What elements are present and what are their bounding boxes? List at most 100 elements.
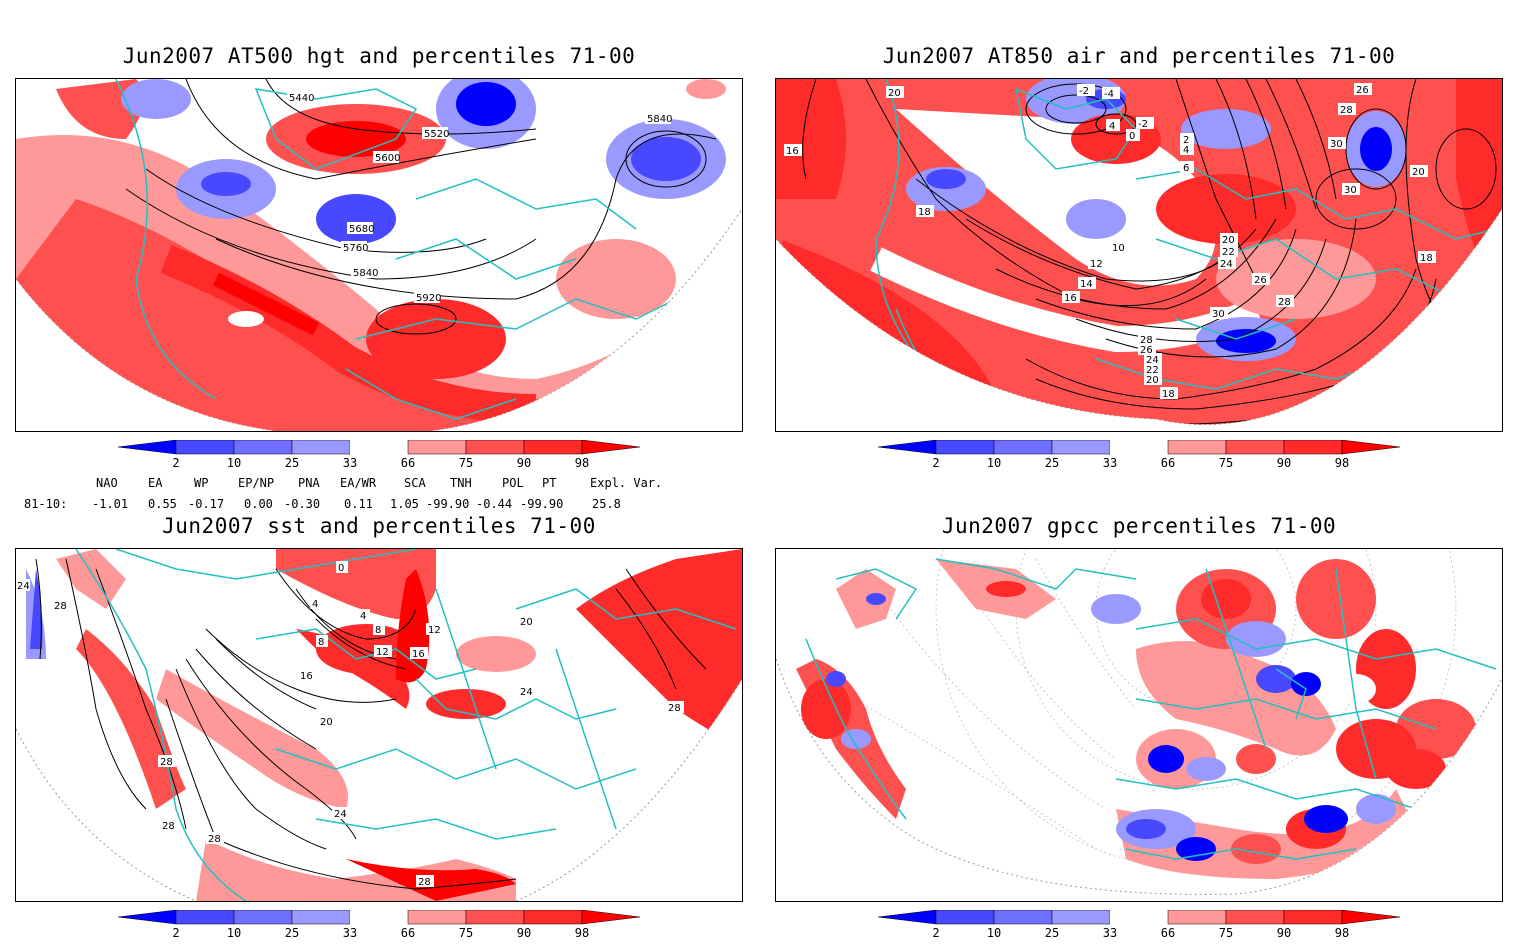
contour-label: 20 [888, 88, 901, 99]
index-value-tnh: -99.90 [426, 497, 470, 511]
map-sst: 24 28 28 16 20 24 28 28 28 4 8 12 0 4 8 … [16, 549, 742, 901]
contour-label: 8 [375, 625, 381, 636]
index-value-sca: 1.05 [390, 497, 419, 511]
contour-label: 18 [1420, 253, 1433, 264]
colorbar-tick: 98 [574, 926, 590, 940]
index-value-pna: -0.30 [284, 497, 321, 511]
contour-label: 28 [162, 821, 175, 832]
index-value-eawr: 0.11 [344, 497, 373, 511]
colorbar-1-scale [118, 440, 641, 455]
contour-label: -2 [1079, 86, 1089, 97]
contour-label: 4 [360, 611, 366, 622]
colorbar-tick: 75 [1218, 456, 1234, 470]
contour-label: 24 [520, 687, 533, 698]
panel-title-4: Jun2007 gpcc percentiles 71-00 [941, 514, 1337, 538]
index-header-ea: EA [148, 476, 163, 490]
contour-label: 20 [320, 717, 333, 728]
contour-label: 28 [668, 703, 681, 714]
index-header-sca: SCA [404, 476, 426, 490]
contour-label: 26 [1356, 85, 1369, 96]
colorbar-tick: 98 [1334, 926, 1350, 940]
colorbar-tick: 25 [284, 456, 300, 470]
colorbar-4-scale [878, 910, 1401, 925]
contour-label: 20 [1146, 375, 1159, 386]
contour-label: 22 [1222, 247, 1235, 258]
panel-title-3: Jun2007 sst and percentiles 71-00 [162, 514, 596, 538]
contour-label: 5600 [375, 153, 400, 164]
colorbar-tick: 33 [342, 456, 358, 470]
contour-label: 12 [376, 647, 389, 658]
contour-label: 16 [1064, 293, 1077, 304]
index-header-wp: WP [194, 476, 209, 490]
contour-label: 24 [334, 809, 347, 820]
colorbar-tick: 10 [986, 926, 1002, 940]
index-header-eawr: EA/WR [340, 476, 377, 490]
contour-label: 24 [1220, 259, 1233, 270]
colorbar-tick: 25 [284, 926, 300, 940]
colorbar-2-scale [878, 440, 1401, 455]
contour-label: 28 [1278, 297, 1291, 308]
index-value-explvar: 25.8 [592, 497, 621, 511]
contour-label: 30 [1212, 309, 1225, 320]
colorbar-tick: 10 [986, 456, 1002, 470]
colorbar-tick: 66 [400, 456, 416, 470]
contour-label: 30 [1344, 185, 1357, 196]
colorbar-tick: 75 [458, 456, 474, 470]
contour-label: -4 [1104, 89, 1114, 100]
index-header-tnh: TNH [450, 476, 472, 490]
contour-label: 12 [1090, 259, 1103, 270]
contour-label: 18 [1162, 389, 1175, 400]
panel-title-2: Jun2007 AT850 air and percentiles 71-00 [882, 44, 1396, 68]
colorbar-2: 2 10 25 33 66 75 90 98 [878, 440, 1408, 480]
contour-label: 28 [208, 834, 221, 845]
index-value-nao: -1.01 [92, 497, 129, 511]
colorbar-3-scale [118, 910, 641, 925]
index-header-explvar: Expl. Var. [590, 476, 663, 490]
contour-label: 0 [1129, 131, 1135, 142]
colorbar-tick: 33 [1102, 926, 1118, 940]
contour-label: 5840 [647, 114, 672, 125]
map-air850: 20 16 18 -2 -4 4 0 -2 2 4 6 10 12 14 16 … [776, 79, 1502, 426]
colorbar-tick: 33 [342, 926, 358, 940]
contour-label: 5680 [349, 224, 374, 235]
contour-label: 14 [1080, 279, 1093, 290]
contour-label: 4 [1183, 145, 1189, 156]
colorbar-tick: 90 [516, 456, 532, 470]
contour-label: 4 [312, 599, 318, 610]
contour-label: 0 [338, 563, 344, 574]
colorbar-tick: 10 [226, 926, 242, 940]
colorbar-4: 2 10 25 33 66 75 90 98 [878, 910, 1408, 950]
colorbar-tick: 98 [1334, 456, 1350, 470]
colorbar-tick: 90 [1276, 926, 1292, 940]
contour-label: 26 [1140, 345, 1153, 356]
index-header-nao: NAO [96, 476, 118, 490]
map-panel-sst: 24 28 28 16 20 24 28 28 28 4 8 12 0 4 8 … [15, 548, 743, 902]
contour-label: -2 [1138, 119, 1148, 130]
index-header-pna: PNA [298, 476, 320, 490]
map-panel-hgt500: 5440 5520 5600 5680 5760 5840 5920 5840 [15, 78, 743, 432]
index-value-epnp: 0.00 [244, 497, 273, 511]
contour-label: 10 [1112, 243, 1125, 254]
index-value-pt: -99.90 [520, 497, 564, 511]
index-header-pol: POL [502, 476, 524, 490]
index-header-epnp: EP/NP [238, 476, 275, 490]
contour-label: 5520 [424, 129, 449, 140]
contour-label: 28 [1140, 335, 1153, 346]
map-panel-gpcc [775, 548, 1503, 902]
contour-label: 28 [54, 601, 67, 612]
colorbar-tick: 66 [1160, 926, 1176, 940]
contour-label: 5760 [343, 243, 368, 254]
contour-label: 16 [412, 649, 425, 660]
map-gpcc [776, 549, 1502, 895]
contour-label: 8 [318, 637, 324, 648]
colorbar-tick: 2 [172, 456, 180, 470]
map-panel-air850: 20 16 18 -2 -4 4 0 -2 2 4 6 10 12 14 16 … [775, 78, 1503, 432]
colorbar-tick: 66 [400, 926, 416, 940]
colorbar-tick: 98 [574, 456, 590, 470]
contour-label: 24 [1146, 355, 1159, 366]
contour-label: 20 [1412, 167, 1425, 178]
contour-label: 20 [520, 617, 533, 628]
contour-label: 26 [1254, 275, 1267, 286]
contour-label: 4 [1109, 121, 1115, 132]
contour-label: 30 [1330, 139, 1343, 150]
